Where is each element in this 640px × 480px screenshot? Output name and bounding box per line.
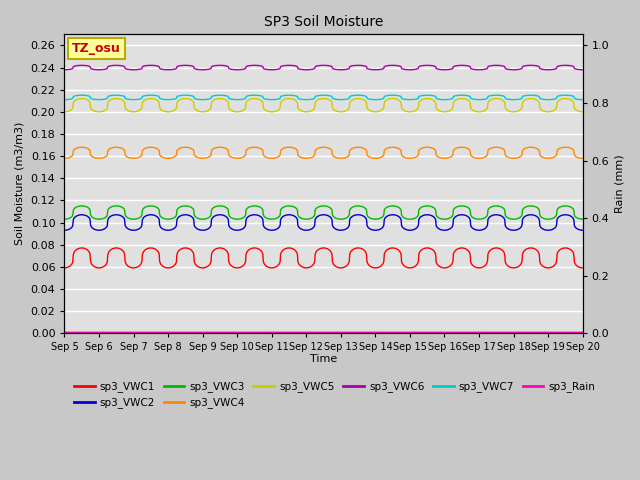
sp3_VWC2 [281,213,289,218]
sp3_VWC4 [579,156,586,161]
sp3_VWC6 [281,63,289,69]
sp3_VWC4 [78,144,86,150]
Legend: sp3_VWC1, sp3_VWC2, sp3_VWC3, sp3_VWC4, sp3_VWC5, sp3_VWC6, sp3_VWC7, sp3_Rain: sp3_VWC1, sp3_VWC2, sp3_VWC3, sp3_VWC4, … [70,377,600,413]
sp3_VWC4 [356,144,364,150]
sp3_VWC2 [78,212,86,217]
sp3_VWC4 [101,154,109,160]
sp3_VWC1 [579,265,586,271]
Line: sp3_VWC6: sp3_VWC6 [65,65,582,70]
sp3_VWC2 [292,214,300,220]
sp3_VWC6 [78,62,86,68]
sp3_VWC7 [61,97,68,103]
Line: sp3_VWC3: sp3_VWC3 [65,206,582,219]
sp3_Rain [579,329,586,335]
sp3_Rain [291,329,299,335]
sp3_VWC3 [579,216,586,222]
sp3_VWC6 [356,62,364,68]
sp3_VWC1 [78,245,86,251]
sp3_VWC2 [301,227,308,233]
sp3_VWC6 [61,67,68,72]
sp3_VWC5 [301,109,308,115]
sp3_VWC2 [356,212,364,218]
sp3_VWC7 [281,93,289,98]
sp3_VWC7 [292,93,300,99]
sp3_VWC6 [292,63,300,69]
sp3_VWC1 [281,246,289,252]
Line: sp3_VWC2: sp3_VWC2 [65,215,582,230]
sp3_VWC7 [356,92,364,98]
sp3_VWC7 [101,96,109,102]
Line: sp3_VWC5: sp3_VWC5 [65,98,582,112]
sp3_VWC7 [78,92,86,98]
sp3_VWC1 [61,265,68,271]
sp3_VWC3 [292,205,300,211]
Y-axis label: Rain (mm): Rain (mm) [615,155,625,213]
sp3_VWC3 [101,215,109,221]
sp3_VWC6 [122,66,130,72]
sp3_VWC4 [301,156,308,161]
sp3_Rain [301,329,308,335]
sp3_VWC4 [61,156,68,161]
sp3_Rain [355,329,363,335]
sp3_VWC4 [292,146,300,152]
sp3_VWC1 [301,265,308,271]
sp3_VWC6 [301,67,308,72]
sp3_VWC2 [61,228,68,233]
sp3_VWC3 [356,203,364,209]
sp3_VWC2 [101,226,109,231]
sp3_VWC5 [281,96,289,102]
sp3_VWC6 [101,66,109,72]
sp3_VWC5 [579,109,586,115]
sp3_VWC1 [101,263,109,269]
sp3_VWC1 [292,248,300,253]
sp3_VWC5 [122,106,130,112]
sp3_VWC2 [579,228,586,233]
Line: sp3_VWC7: sp3_VWC7 [65,95,582,100]
sp3_Rain [280,329,288,335]
Text: TZ_osu: TZ_osu [72,42,121,55]
X-axis label: Time: Time [310,354,337,364]
sp3_VWC5 [292,97,300,103]
sp3_VWC3 [281,204,289,209]
Line: sp3_VWC1: sp3_VWC1 [65,248,582,268]
Title: SP3 Soil Moisture: SP3 Soil Moisture [264,15,383,29]
sp3_VWC1 [122,261,130,266]
sp3_VWC5 [78,96,86,101]
sp3_VWC5 [101,108,109,113]
sp3_VWC5 [356,96,364,101]
sp3_VWC4 [122,153,130,159]
sp3_VWC3 [301,216,308,222]
Y-axis label: Soil Moisture (m3/m3): Soil Moisture (m3/m3) [15,122,25,245]
sp3_VWC7 [579,97,586,103]
sp3_VWC4 [281,145,289,151]
sp3_VWC3 [61,216,68,222]
sp3_VWC3 [122,214,130,219]
sp3_VWC7 [301,97,308,103]
sp3_Rain [61,329,68,335]
sp3_VWC1 [356,245,364,251]
sp3_VWC5 [61,109,68,115]
sp3_VWC6 [579,67,586,72]
sp3_VWC7 [122,96,130,102]
sp3_VWC2 [122,224,130,230]
sp3_VWC3 [78,203,86,209]
Line: sp3_VWC4: sp3_VWC4 [65,147,582,158]
sp3_Rain [122,329,129,335]
sp3_Rain [100,329,108,335]
